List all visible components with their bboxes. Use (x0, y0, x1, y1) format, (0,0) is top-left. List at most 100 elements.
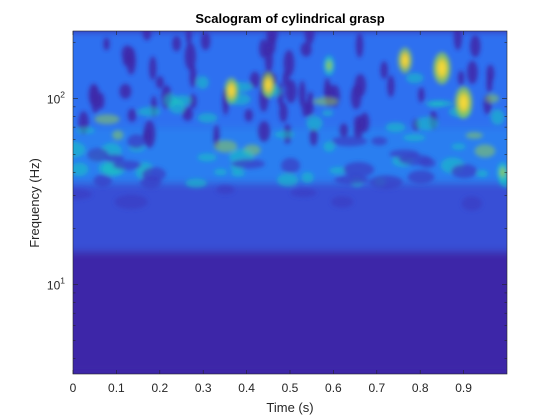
x-tick-label: 0 (70, 381, 77, 395)
plot-area (73, 31, 507, 374)
scalogram-texture (73, 31, 507, 211)
texture-low-spot (290, 188, 317, 198)
texture-low-spot (331, 136, 368, 147)
texture-dark-spot (266, 31, 278, 44)
texture-low-spot (331, 196, 354, 208)
texture-dark-spot (244, 109, 253, 122)
texture-mid-spot (474, 144, 496, 158)
hotspot-peak (460, 96, 467, 109)
texture-mid-spot (214, 140, 238, 153)
texture-dark-spot (298, 80, 306, 108)
texture-dark-spot (453, 31, 463, 51)
texture-dark-spot (258, 120, 270, 142)
texture-dark-spot (350, 84, 362, 110)
texture-dark-spot (300, 42, 312, 57)
texture-mid-spot (196, 76, 209, 89)
texture-mid-spot (197, 113, 218, 123)
texture-mid-spot (405, 72, 424, 84)
texture-dark-spot (182, 106, 193, 121)
texture-dark-spot (142, 31, 152, 41)
texture-mid-spot (385, 122, 406, 133)
texture-mid-spot (231, 170, 245, 177)
texture-dark-spot (142, 129, 150, 142)
texture-dark-spot (309, 128, 318, 146)
x-axis-label: Time (s) (266, 400, 313, 415)
texture-dark-spot (387, 75, 395, 98)
texture-low-spot (461, 196, 482, 211)
texture-mid-spot (403, 134, 426, 142)
texture-dark-spot (353, 115, 364, 131)
hotspot-peak (438, 62, 446, 75)
texture-mid-spot (490, 109, 505, 125)
texture-mid-spot (323, 141, 335, 152)
texture-mid-spot (112, 130, 124, 141)
texture-dark-spot (283, 49, 295, 77)
texture-mid-spot (94, 114, 120, 125)
texture-dark-spot (200, 31, 211, 51)
texture-dark-spot (279, 102, 288, 123)
texture-dark-spot (418, 87, 425, 103)
texture-dark-spot (103, 37, 110, 51)
texture-dark-spot (285, 79, 297, 104)
texture-mid-spot (465, 132, 483, 139)
texture-mid-spot (329, 167, 347, 174)
x-tick-label: 0.5 (282, 381, 299, 395)
texture-mid-spot (73, 162, 89, 177)
texture-mid-spot (274, 131, 295, 139)
texture-dark-spot (304, 31, 315, 45)
texture-low-spot (216, 185, 235, 195)
texture-dark-spot (301, 101, 311, 118)
texture-low-spot (112, 160, 142, 171)
texture-low-spot (343, 162, 375, 178)
texture-mid-spot (485, 93, 500, 103)
texture-low-spot (389, 149, 420, 159)
texture-mid-spot (76, 127, 95, 134)
texture-low-spot (419, 158, 436, 168)
texture-mid-spot (451, 143, 466, 150)
texture-dark-spot (126, 47, 136, 75)
texture-low-spot (127, 134, 146, 149)
texture-low-spot (93, 174, 112, 188)
texture-low-spot (114, 194, 148, 210)
texture-dark-spot (264, 45, 273, 73)
x-tick-label: 0.9 (455, 381, 472, 395)
texture-dark-spot (172, 35, 181, 52)
x-tick-label: 0.8 (412, 381, 429, 395)
texture-mid-spot (214, 168, 227, 176)
texture-mid-spot (137, 106, 161, 117)
hotspot-medium (499, 167, 506, 178)
texture-mid-spot (476, 169, 488, 178)
x-tick-label: 0.3 (195, 381, 212, 395)
texture-mid-spot (197, 153, 217, 162)
texture-dark-spot (249, 71, 260, 89)
x-tick-label: 0.4 (238, 381, 255, 395)
y-tick-label: 102 (47, 89, 65, 106)
texture-low-spot (73, 188, 92, 200)
texture-mid-spot (301, 172, 314, 183)
x-axis: 0 0.1 0.2 0.3 0.4 0.5 0.6 0.7 0.8 0.9 (70, 31, 472, 395)
texture-mid-spot (415, 116, 439, 131)
texture-dark-spot (155, 76, 164, 89)
y-tick-label: 101 (47, 275, 65, 292)
texture-dark-spot (119, 83, 132, 99)
texture-mid-spot (306, 115, 323, 131)
texture-mid-spot (313, 97, 339, 106)
texture-dark-spot (91, 85, 100, 114)
hotspot-high (402, 56, 408, 65)
y-axis-label: Frequency (Hz) (27, 158, 42, 248)
texture-dark-spot (184, 42, 196, 71)
texture-dark-spot (127, 108, 137, 123)
texture-dark-spot (470, 35, 481, 58)
texture-dark-spot (457, 70, 465, 86)
texture-mid-spot (321, 110, 334, 117)
texture-low-spot (281, 157, 301, 174)
texture-dark-spot (339, 123, 349, 138)
texture-low-spot (369, 175, 403, 190)
energy-band-low (73, 251, 507, 374)
hotspot-medium (326, 60, 332, 71)
texture-mid-spot (277, 173, 299, 187)
x-tick-label: 0.7 (368, 381, 385, 395)
texture-low-spot (407, 170, 435, 184)
chart-title: Scalogram of cylindrical grasp (195, 11, 384, 26)
